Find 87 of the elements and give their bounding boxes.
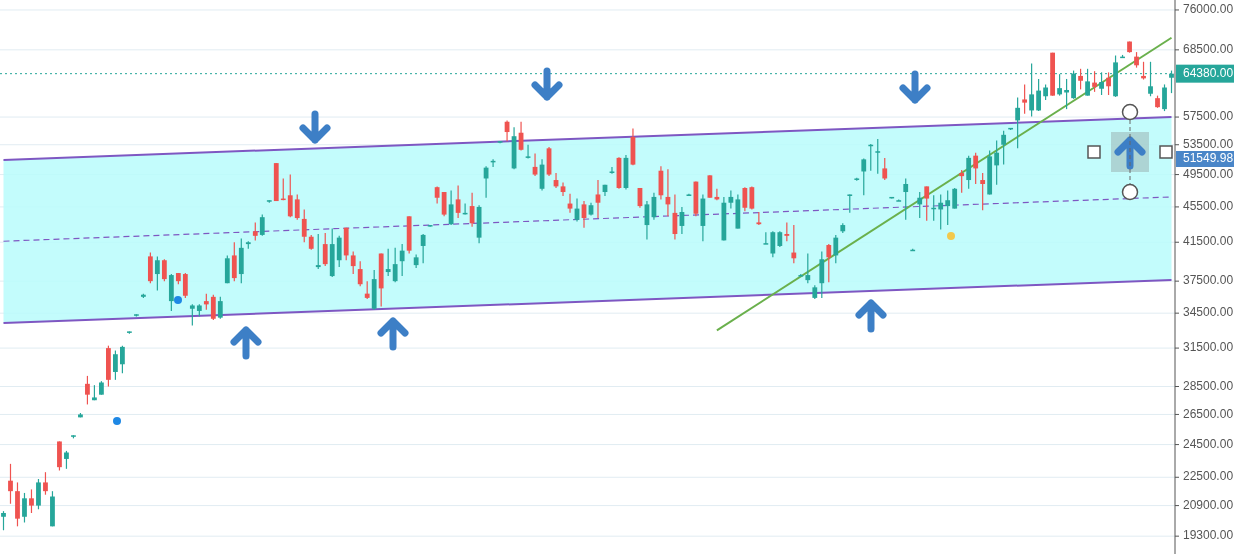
candlestick: [22, 492, 27, 524]
candlestick: [120, 345, 125, 374]
candlestick: [805, 252, 811, 284]
ref-line-label: 64380.00: [1183, 65, 1234, 80]
candlestick: [924, 185, 930, 222]
candlestick: [861, 158, 867, 196]
candlestick: [595, 179, 601, 219]
candlestick: [231, 241, 237, 282]
candlestick: [938, 193, 944, 231]
candlestick: [8, 463, 13, 505]
candlestick: [756, 211, 762, 226]
candlestick: [350, 251, 356, 275]
y-tick-label: 53500.00: [1183, 136, 1234, 151]
candlestick: [259, 213, 265, 237]
y-tick-label: 28500.00: [1183, 378, 1234, 393]
candlestick: [1022, 83, 1028, 115]
candlestick: [819, 251, 825, 299]
y-tick-label: 45500.00: [1183, 199, 1234, 214]
candlestick: [784, 221, 790, 242]
candlestick: [1036, 78, 1042, 112]
candlestick: [85, 375, 90, 406]
candlestick: [917, 191, 923, 219]
candlestick: [770, 230, 776, 258]
candlestick: [966, 155, 972, 190]
candlestick: [336, 235, 342, 268]
candlestick: [1092, 70, 1097, 93]
candlestick: [903, 177, 909, 221]
y-tick-label: 19300.00: [1183, 528, 1234, 543]
candlestick: [826, 243, 832, 283]
y-tick-label: 76000.00: [1183, 2, 1234, 17]
candlestick: [182, 272, 188, 299]
y-tick-label: 34500.00: [1183, 305, 1234, 320]
candlestick: [287, 173, 293, 218]
candlestick: [154, 255, 160, 292]
candlestick: [525, 144, 531, 160]
candlestick: [301, 208, 307, 243]
y-tick-label: 49500.00: [1183, 166, 1234, 181]
candlestick: [392, 247, 398, 283]
candlestick: [29, 488, 34, 514]
candlestick: [161, 258, 167, 282]
candlestick: [728, 189, 734, 210]
y-tick-label: 20900.00: [1183, 497, 1234, 512]
candlestick: [707, 174, 713, 199]
y-tick-label: 41500.00: [1183, 234, 1234, 249]
candlestick: [1078, 68, 1083, 90]
candlestick: [36, 478, 41, 510]
candlestick: [973, 152, 979, 185]
candlestick: [959, 169, 965, 194]
candlestick: [1001, 130, 1007, 166]
candlestick: [1057, 73, 1062, 97]
candlestick: [952, 187, 958, 210]
candlestick: [385, 248, 391, 277]
candlestick: [1162, 83, 1167, 112]
candlestick: [315, 233, 321, 270]
candlestick: [847, 193, 853, 214]
y-tick-label: 37500.00: [1183, 273, 1234, 288]
candlestick: [609, 166, 615, 175]
candlestick: [357, 260, 363, 287]
candlestick: [742, 186, 748, 212]
y-tick-label: 22500.00: [1183, 469, 1234, 484]
candlestick: [294, 193, 300, 221]
y-tick-label: 24500.00: [1183, 436, 1234, 451]
candlestick: [882, 157, 888, 181]
candlestick: [1015, 96, 1021, 149]
y-tick-label: 31500.00: [1183, 340, 1234, 355]
candlestick: [994, 139, 1000, 186]
y-tick-label: 26500.00: [1183, 406, 1234, 421]
candlestick: [399, 243, 405, 277]
candlestick: [980, 172, 986, 211]
candlestick: [43, 471, 48, 496]
candlestick: [455, 184, 461, 219]
candlestick: [875, 138, 881, 175]
candlestick: [833, 234, 839, 264]
candlestick: [322, 232, 328, 267]
y-tick-label: 68500.00: [1183, 42, 1234, 57]
text: 51549.98: [1183, 151, 1234, 166]
candlestick: [420, 233, 426, 264]
y-tick-label: 57500.00: [1183, 109, 1234, 124]
candlestick: [448, 189, 454, 226]
candlestick: [1106, 71, 1111, 96]
candlestick: [189, 303, 195, 327]
candlestick: [441, 191, 447, 217]
candlestick: [113, 349, 118, 381]
candlestick: [1, 510, 6, 531]
candlestick: [210, 294, 216, 321]
candlestick: [945, 189, 951, 226]
candlestick: [217, 296, 223, 320]
